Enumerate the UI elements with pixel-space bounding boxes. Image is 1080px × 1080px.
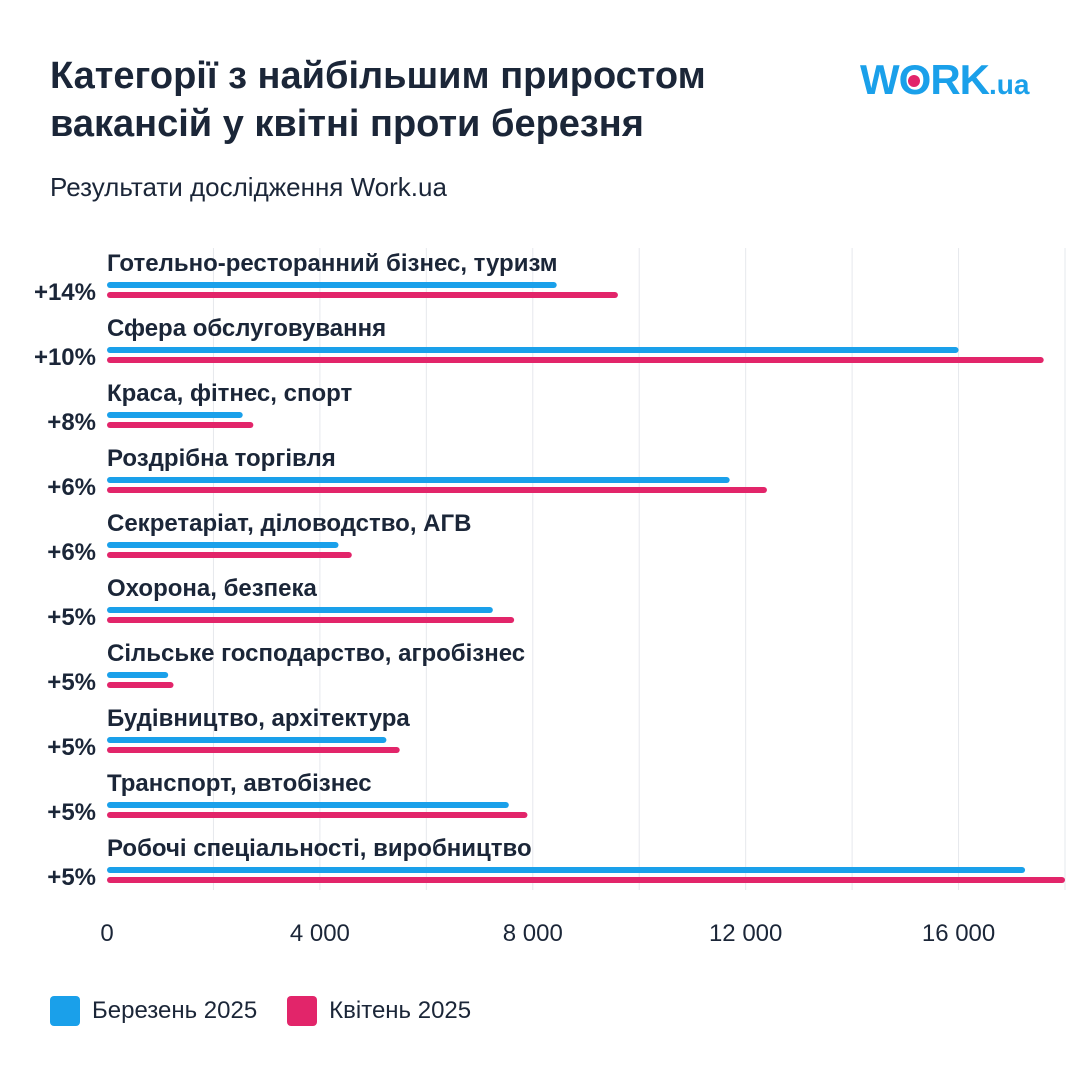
bar-march [107,607,493,613]
bar-march [107,737,387,743]
x-tick-label: 0 [100,920,113,947]
bars [107,282,1065,883]
x-tick-label: 8 000 [503,920,563,947]
category-label: Краса, фітнес, спорт [107,380,352,407]
growth-label: +5% [47,669,96,696]
x-tick-label: 4 000 [290,920,350,947]
category-label: Готельно-ресторанний бізнес, туризм [107,250,558,277]
legend-swatch-april [287,996,318,1026]
category-label: Охорона, безпека [107,575,318,602]
growth-label: +10% [34,344,96,371]
logo-text-rk: RK [930,56,990,103]
logo-suffix: .ua [989,69,1030,100]
category-label: Роздрібна торгівля [107,445,336,472]
category-label: Робочі спеціальності, виробництво [107,835,532,862]
growth-label: +8% [47,409,96,436]
x-tick-label: 16 000 [922,920,995,947]
bar-march [107,477,730,483]
logo-text-o: O [898,56,932,103]
legend-swatch-march [50,996,80,1026]
growth-label: +6% [47,474,96,501]
labels: 0 4 000 8 000 12 000 16 000 Готельно-ресторан… [34,250,995,947]
growth-label: +5% [47,734,96,761]
bar-march [107,412,243,418]
legend-item-april: Квітень 2025 [287,996,471,1026]
bar-march [107,542,339,548]
logo-text-w: W [860,56,900,103]
category-label: Сільське господарство, агробізнес [107,640,525,667]
x-tick-label: 12 000 [709,920,782,947]
bar-march [107,672,169,678]
legend-label-april: Квітень 2025 [329,997,472,1024]
bar-april [107,357,1044,363]
bar-march [107,282,557,288]
growth-label: +5% [47,604,96,631]
bar-april [107,682,174,688]
bar-april [107,877,1065,883]
legend-label-march: Березень 2025 [92,997,258,1024]
category-label: Сфера обслуговування [107,315,386,342]
bar-april [107,747,400,753]
bar-april [107,617,515,623]
growth-label: +6% [47,539,96,566]
growth-label: +5% [47,864,96,891]
bar-april [107,812,528,818]
chart-title: Категорії з найбільшим приростом вакансі… [50,55,706,145]
bar-april [107,422,254,428]
growth-label: +14% [34,279,96,306]
work-ua-logo[interactable]: WORK.ua [860,56,1029,104]
legend-item-march: Березень 2025 [50,996,257,1026]
bar-march [107,347,959,353]
category-label: Транспорт, автобізнес [107,770,372,797]
bar-march [107,802,509,808]
bar-april [107,292,618,298]
category-label: Секретаріат, діловодство, АГВ [107,510,471,537]
legend: Березень 2025 Квітень 2025 [50,996,501,1026]
grid-lines [212,248,1066,890]
category-label: Будівництво, архітектура [107,705,410,732]
growth-label: +5% [47,799,96,826]
bar-april [107,552,352,558]
chart-subtitle: Результати дослідження Work.ua [50,172,447,202]
bar-april [107,487,767,493]
bar-march [107,867,1026,873]
